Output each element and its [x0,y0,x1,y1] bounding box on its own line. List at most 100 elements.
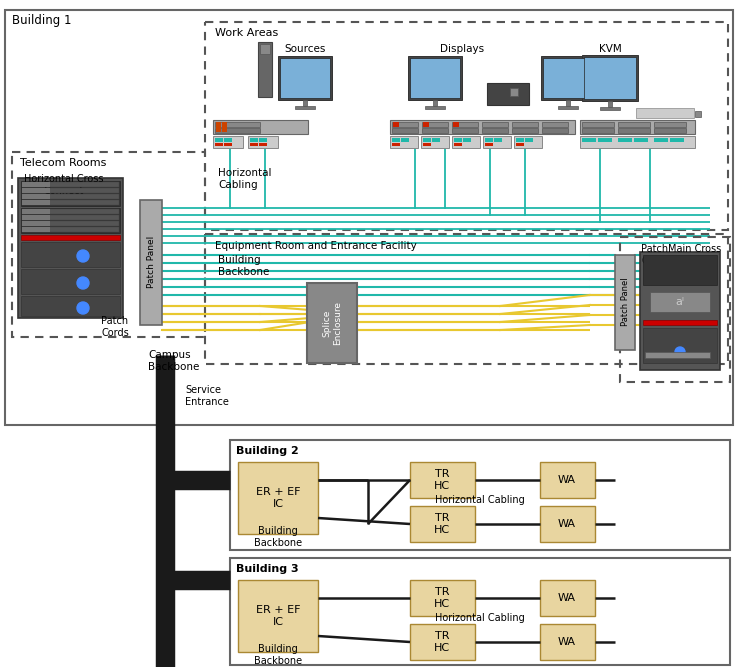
Bar [654,128,686,133]
Circle shape [675,347,685,357]
Bar [22,200,119,205]
Text: Horizontal
Cabling: Horizontal Cabling [218,168,272,189]
Bar [482,122,508,127]
Bar [620,237,730,382]
Bar [645,352,710,358]
Bar [421,136,449,148]
Text: Equipment Room and Entrance Facility: Equipment Room and Entrance Facility [215,241,417,251]
Bar [22,215,50,220]
Text: Splice
Enclosure: Splice Enclosure [323,301,342,345]
Bar [540,624,595,660]
Circle shape [77,250,89,262]
Bar [582,122,614,127]
Text: WA: WA [558,519,576,529]
Bar [615,255,635,350]
Bar [213,120,308,134]
Bar [580,136,695,148]
Bar [514,136,542,148]
Text: KVM: KVM [599,44,622,54]
Bar [224,143,232,146]
Bar [566,100,570,106]
Bar [452,122,478,127]
Bar [22,209,119,214]
Bar [258,42,272,97]
Text: Horizontal Cabling: Horizontal Cabling [435,613,525,623]
Bar [250,138,258,142]
Bar [307,283,357,363]
Bar [432,138,440,142]
Bar [205,22,728,230]
Bar [22,188,50,193]
Bar [215,138,223,142]
Bar [410,580,475,616]
Text: WA: WA [558,593,576,603]
Bar [22,221,50,226]
Bar [22,227,50,232]
Bar [230,440,730,550]
Bar [454,138,462,142]
Text: Building
Backbone: Building Backbone [218,255,269,277]
Text: Building
Backbone: Building Backbone [254,644,302,666]
Text: WA: WA [558,637,576,647]
Bar [18,178,123,318]
Bar [636,108,694,118]
Bar [580,120,695,134]
Text: TR
HC: TR HC [434,587,450,609]
Bar [598,138,612,142]
Bar [22,209,50,214]
Bar [22,215,119,220]
Bar [600,107,620,110]
Bar [582,138,596,142]
Bar [487,83,529,105]
Bar [408,56,462,100]
Text: Building
Backbone: Building Backbone [254,526,302,548]
Bar [140,200,162,325]
Text: Main Cross
Connect: Main Cross Connect [668,244,722,265]
Bar [540,506,595,542]
Text: Building 3: Building 3 [236,564,299,574]
Bar [22,227,119,232]
Bar [422,128,448,133]
Text: ER + EF
IC: ER + EF IC [256,487,300,509]
Bar [392,122,418,127]
Text: TR
HC: TR HC [434,469,450,491]
Bar [618,122,650,127]
Bar [295,106,315,109]
Bar [654,122,686,127]
Bar [230,558,730,665]
Bar [303,100,307,106]
Bar [215,122,260,127]
Bar [260,44,270,54]
Bar [215,128,260,133]
Bar [510,88,518,96]
Bar [485,138,493,142]
Bar [423,122,429,127]
Bar [452,136,480,148]
Bar [452,128,478,133]
Bar [410,506,475,542]
Bar [22,182,119,187]
Text: TR
HC: TR HC [434,631,450,653]
Bar [634,138,648,142]
Bar [250,143,258,146]
Bar [643,320,717,325]
Text: Patch
Cords: Patch Cords [641,244,669,265]
Bar [433,100,437,106]
Bar [640,252,720,370]
Bar [392,138,400,142]
Bar [463,138,471,142]
Bar [423,138,431,142]
Bar [21,181,120,206]
Bar [22,194,50,199]
Text: Displays: Displays [440,44,484,54]
Bar [22,182,50,187]
Bar [22,188,119,193]
Bar [494,138,502,142]
Bar [238,580,318,652]
Bar [21,296,120,316]
Bar [390,136,418,148]
Bar [541,56,595,100]
Circle shape [77,277,89,289]
Bar [618,128,650,133]
Bar [582,128,614,133]
